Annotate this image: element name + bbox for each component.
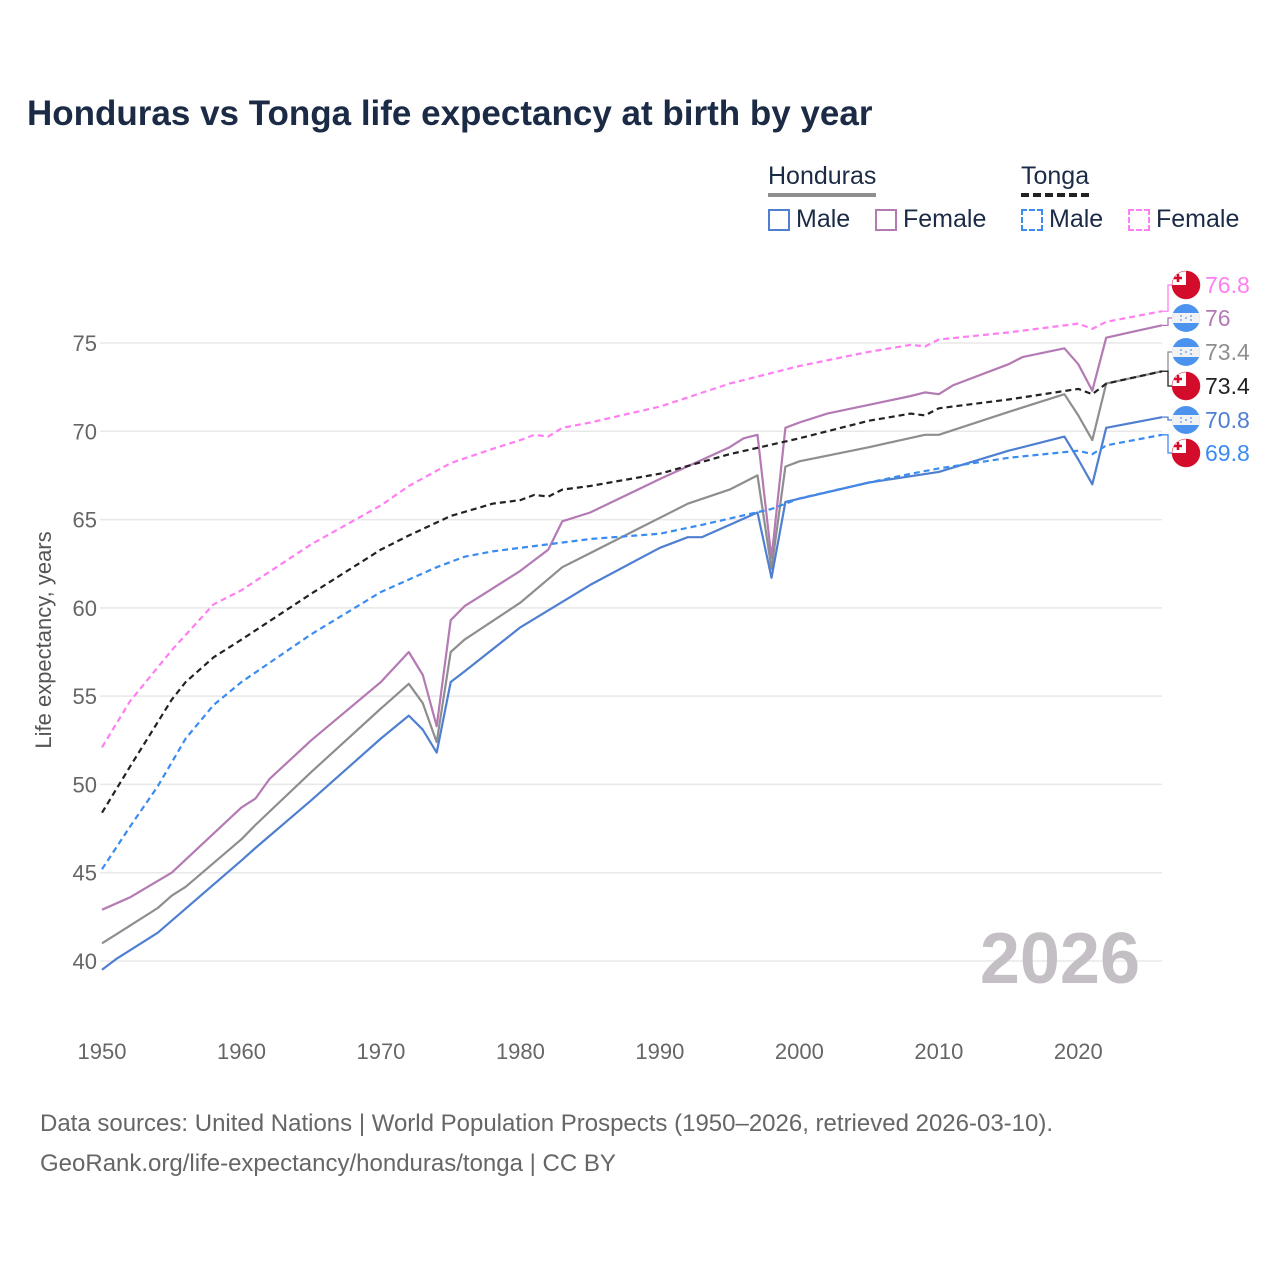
x-tick-label: 1950 — [78, 1039, 127, 1064]
source-note: Data sources: United Nations | World Pop… — [40, 1104, 1053, 1184]
series-line-honduras-male — [101, 416, 1163, 971]
end-value-label: 70.8 — [1205, 407, 1250, 433]
y-tick-label: 60 — [73, 596, 97, 621]
x-tick-label: 1960 — [217, 1039, 266, 1064]
y-tick-label: 50 — [73, 772, 97, 797]
label-connector — [1162, 416, 1174, 421]
x-tick-label: 1970 — [356, 1039, 405, 1064]
legend-swatch — [1021, 208, 1043, 231]
series-line-honduras — [101, 370, 1163, 945]
x-axis: 1950 1960 1970 1980 1990 2000 2010 2020 — [78, 1039, 1103, 1064]
series-lines — [101, 310, 1163, 971]
legend-item-tonga-female[interactable]: Female — [1128, 205, 1239, 234]
label-connector — [1162, 284, 1174, 312]
end-value-label: 73.4 — [1205, 339, 1250, 365]
x-tick-label: 2000 — [775, 1039, 824, 1064]
x-tick-label: 2010 — [914, 1039, 963, 1064]
y-tick-label: 65 — [73, 508, 97, 533]
source-link[interactable]: GeoRank.org/life-expectancy/honduras/ton… — [40, 1150, 616, 1177]
source-line: Data sources: United Nations | World Pop… — [40, 1110, 1054, 1137]
series-line-tonga-female — [101, 310, 1163, 748]
legend-label: Male — [1049, 205, 1104, 233]
honduras-flag-icon — [1172, 338, 1200, 366]
honduras-flag-icon — [1172, 304, 1200, 332]
legend-label: Male — [796, 205, 851, 233]
legend-swatch — [875, 208, 897, 231]
chart-title: Honduras vs Tonga life expectancy at bir… — [27, 94, 873, 133]
x-tick-label: 1990 — [635, 1039, 684, 1064]
legend-swatch — [1128, 208, 1150, 231]
watermark-year: 2026 — [980, 919, 1140, 999]
y-tick-label: 75 — [73, 331, 97, 356]
series-line-tonga-male — [101, 433, 1163, 870]
x-tick-label: 2020 — [1054, 1039, 1103, 1064]
legend-label: Female — [1156, 205, 1240, 233]
y-tick-label: 45 — [73, 861, 97, 886]
y-tick-label: 55 — [73, 684, 97, 709]
label-connector — [1162, 351, 1174, 372]
honduras-flag-icon — [1172, 406, 1200, 434]
legend-label: Female — [903, 205, 987, 233]
legend-item-honduras-male[interactable]: Male — [768, 205, 850, 234]
grid — [100, 342, 1162, 962]
label-connector — [1162, 317, 1174, 326]
legend-swatch — [768, 208, 790, 231]
end-labels: 76.8 76 73.4 73.4 70.8 69.8 — [1162, 270, 1250, 468]
legend-tonga-heading: Tonga — [1021, 162, 1090, 197]
tonga-flag-icon — [1171, 270, 1201, 300]
y-axis: 40 45 50 55 60 65 70 75 — [73, 331, 97, 974]
end-value-label: 73.4 — [1205, 373, 1250, 399]
legend-item-honduras-female[interactable]: Female — [875, 205, 986, 234]
legend-item-tonga-male[interactable]: Male — [1021, 205, 1103, 234]
y-tick-label: 70 — [73, 419, 97, 444]
label-connector — [1162, 370, 1174, 387]
end-value-label: 76.8 — [1205, 272, 1250, 298]
series-line-tonga — [101, 370, 1163, 814]
end-value-label: 76 — [1205, 305, 1231, 331]
tonga-flag-icon — [1171, 438, 1201, 468]
x-tick-label: 1980 — [496, 1039, 545, 1064]
y-axis-label: Life expectancy, years — [31, 531, 56, 748]
y-tick-label: 40 — [73, 949, 97, 974]
end-value-label: 69.8 — [1205, 440, 1250, 466]
legend-honduras-heading: Honduras — [768, 162, 877, 197]
tonga-flag-icon — [1171, 371, 1201, 401]
label-connector — [1162, 434, 1174, 454]
